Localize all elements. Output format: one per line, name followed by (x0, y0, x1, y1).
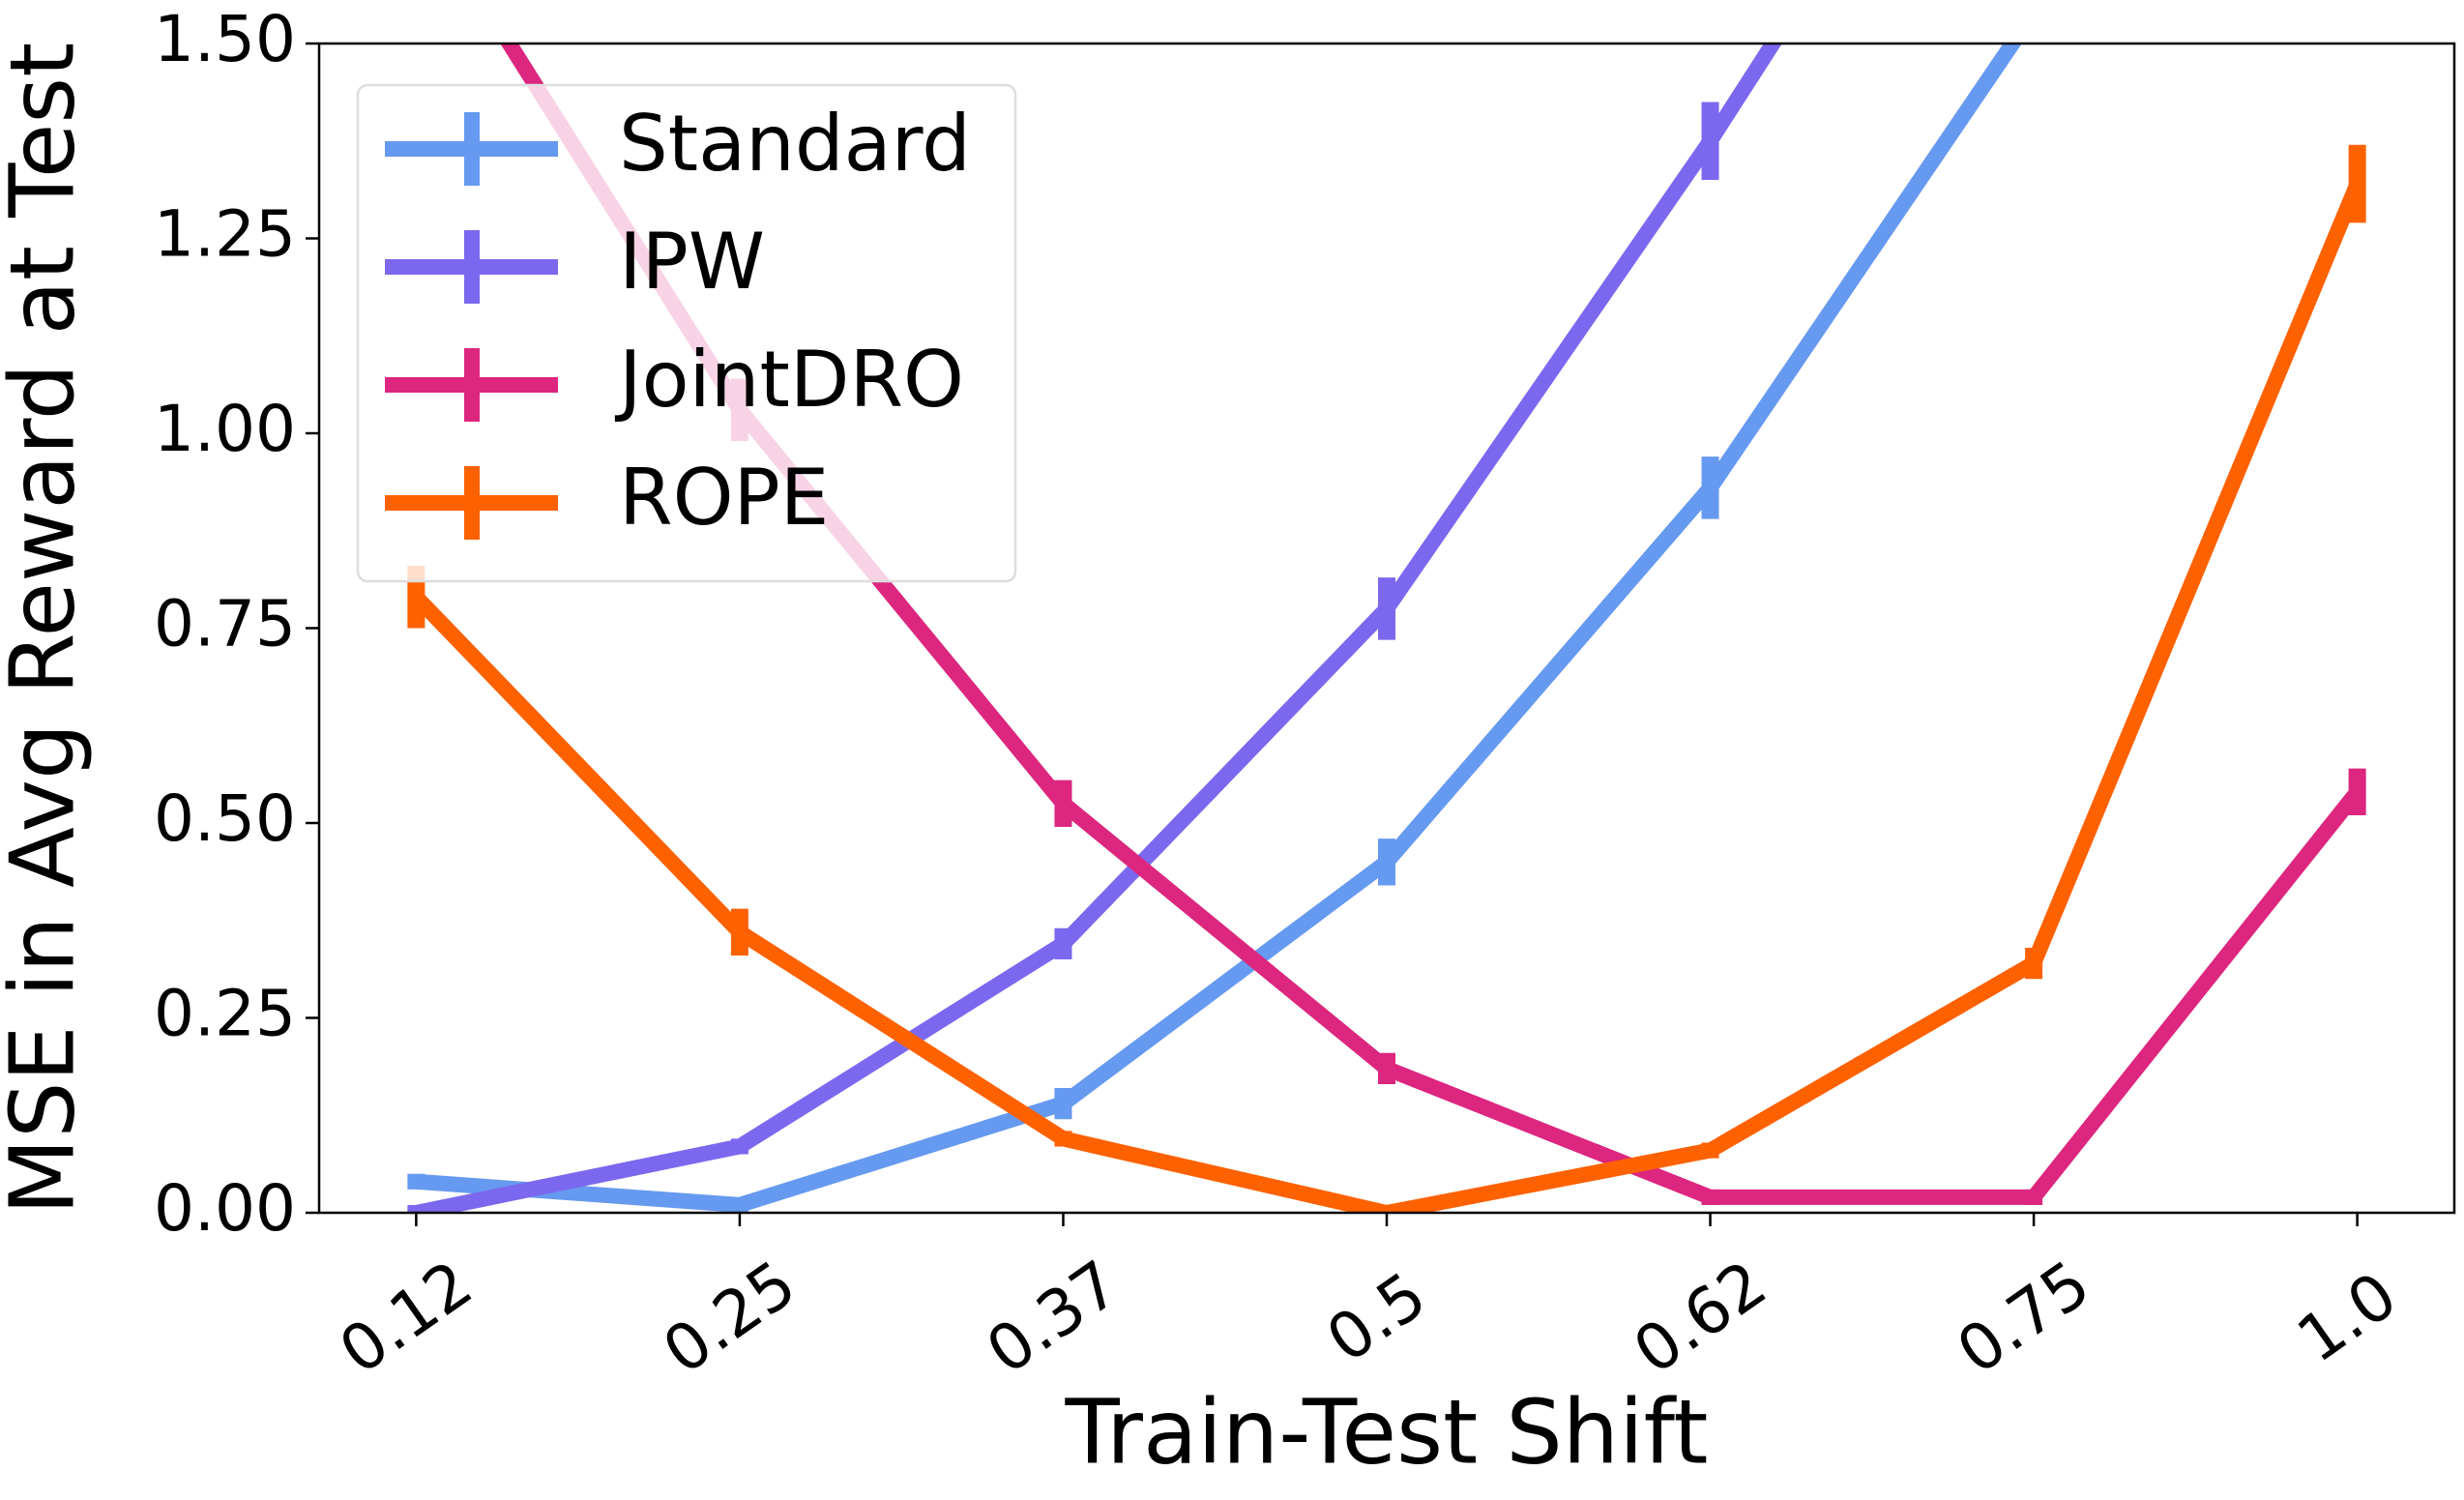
legend-box (356, 83, 1017, 583)
y-tick-label: 0.25 (154, 977, 296, 1051)
legend-label: ROPE (619, 453, 829, 543)
y-tick-label: 1.00 (154, 392, 296, 466)
y-axis-label: MSE in Avg Reward at Test (0, 43, 94, 1216)
x-axis-label: Train-Test Shift (1064, 1380, 1708, 1484)
x-tick-label: 0.62 (1621, 1247, 1780, 1389)
y-tick-label: 0.75 (154, 587, 296, 662)
y-tick-label: 1.25 (154, 197, 296, 272)
x-tick-label: 1.0 (2284, 1258, 2410, 1377)
legend: Standard IPW JointDRO ROPE (356, 83, 1017, 583)
legend-label: JointDRO (614, 335, 964, 425)
x-tick-label: 0.5 (1313, 1258, 1439, 1377)
x-tick-label: 0.37 (974, 1247, 1133, 1389)
legend-label: IPW (619, 217, 765, 307)
legend-label: Standard (619, 99, 971, 189)
x-tick-label: 0.25 (650, 1247, 809, 1389)
x-tick-label: 0.75 (1944, 1247, 2103, 1389)
y-tick-label: 0.50 (154, 781, 296, 856)
x-tick-label: 0.12 (327, 1247, 486, 1389)
y-tick-label: 0.00 (154, 1171, 296, 1246)
y-tick-label: 1.50 (154, 2, 296, 76)
